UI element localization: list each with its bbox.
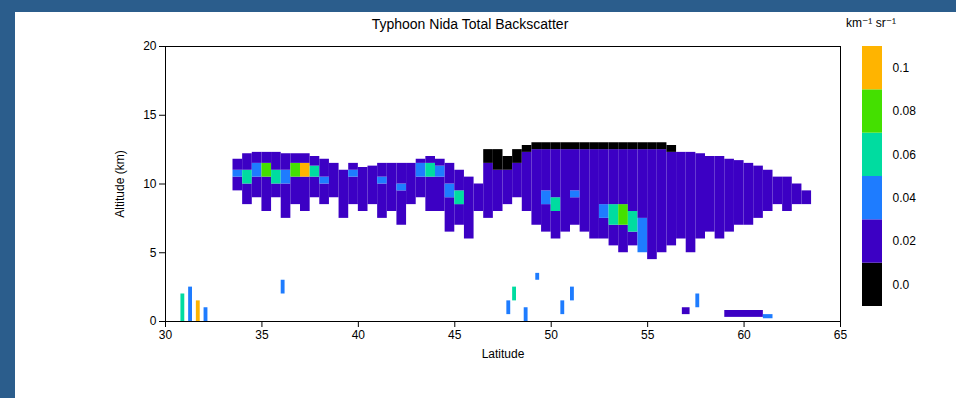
svg-text:Altitude (km): Altitude (km)	[113, 150, 127, 217]
svg-text:60: 60	[737, 328, 751, 342]
svg-text:0.02: 0.02	[893, 234, 917, 248]
html-text:km⁻¹ sr⁻¹: km⁻¹ sr⁻¹	[846, 16, 896, 30]
svg-text:20: 20	[143, 39, 157, 53]
svg-text:0.08: 0.08	[893, 104, 917, 118]
svg-text:55: 55	[641, 328, 655, 342]
svg-text:Latitude: Latitude	[482, 347, 525, 361]
svg-text:0.06: 0.06	[893, 148, 917, 162]
svg-text:0.0: 0.0	[893, 278, 910, 292]
svg-text:0.1: 0.1	[893, 61, 910, 75]
svg-text:0.04: 0.04	[893, 191, 917, 205]
svg-text:30: 30	[159, 328, 173, 342]
svg-text:45: 45	[448, 328, 462, 342]
svg-text:65: 65	[834, 328, 848, 342]
svg-text:5: 5	[150, 246, 157, 260]
svg-text:15: 15	[143, 108, 157, 122]
svg-text:0: 0	[150, 314, 157, 328]
html-text:Typhoon Nida Total Backscatter: Typhoon Nida Total Backscatter	[371, 16, 569, 32]
svg-text:10: 10	[143, 177, 157, 191]
svg-text:40: 40	[352, 328, 366, 342]
svg-text:35: 35	[255, 328, 269, 342]
svg-text:50: 50	[545, 328, 559, 342]
